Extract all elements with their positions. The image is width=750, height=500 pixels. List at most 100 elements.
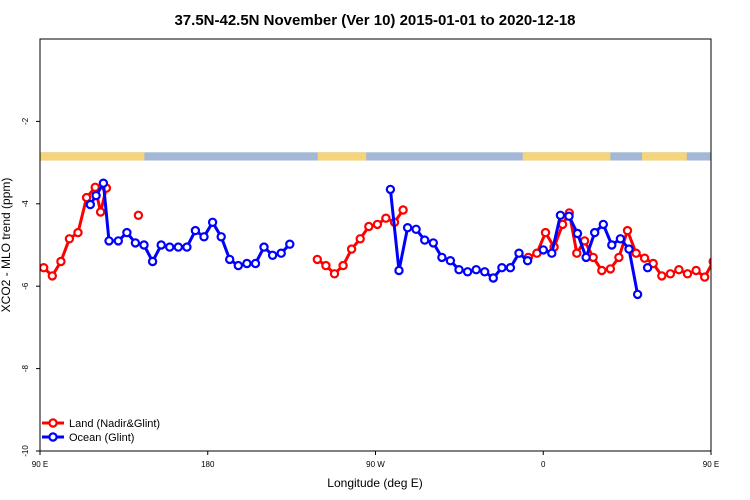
data-point-land [614, 252, 624, 263]
data-point-ocean [182, 242, 192, 252]
data-point-ocean [547, 248, 557, 258]
data-point-ocean [224, 254, 235, 265]
y-tick-label: -2 [21, 117, 30, 125]
data-point-ocean [85, 199, 96, 210]
data-point-ocean [505, 263, 516, 273]
data-point-ocean [624, 244, 634, 254]
data-point-land [90, 182, 100, 192]
data-point-ocean [130, 238, 141, 248]
x-tick-label: 0 [541, 460, 546, 469]
data-point-land [665, 269, 676, 279]
data-point-land [572, 248, 582, 258]
data-point-ocean [233, 260, 243, 271]
data-point-ocean [590, 227, 600, 238]
data-point-ocean [190, 225, 201, 236]
data-point-land [631, 248, 641, 258]
data-point-ocean [471, 265, 481, 275]
data-point-land [744, 184, 750, 191]
data-point-ocean [497, 263, 507, 273]
data-point-land [605, 264, 616, 274]
series-ocean [85, 178, 750, 300]
data-point-land [312, 254, 322, 265]
data-point-ocean [642, 263, 653, 273]
data-point-land [321, 260, 331, 271]
data-point-ocean [581, 252, 591, 263]
data-point-land [381, 213, 391, 223]
data-point-land [47, 271, 58, 281]
x-tick-label: 90 E [32, 460, 48, 469]
data-point-ocean [276, 248, 286, 258]
data-point-land [73, 227, 83, 238]
data-point-ocean [488, 273, 498, 283]
data-point-land [622, 225, 633, 236]
data-point-ocean [445, 256, 456, 266]
data-point-land [691, 265, 701, 276]
data-point-land [639, 253, 650, 263]
data-point-ocean [164, 242, 175, 252]
legend-marker-ocean [48, 432, 58, 442]
y-axis-ticks: -2 -4 -6 -8 -10 [21, 117, 40, 457]
series-layer [40, 178, 750, 300]
data-point-ocean [420, 235, 430, 245]
data-point-ocean [745, 192, 750, 199]
data-point-ocean [285, 239, 295, 249]
data-point-ocean [98, 178, 109, 188]
data-point-ocean [199, 232, 209, 242]
data-point-ocean [394, 265, 404, 276]
data-point-ocean [147, 256, 158, 267]
data-point-ocean [564, 211, 574, 221]
y-tick-label: -6 [21, 282, 30, 290]
ocean-strip [40, 152, 711, 161]
x-axis-label: Longitude (deg E) [327, 476, 422, 490]
data-point-ocean [139, 240, 149, 250]
land-segment [317, 152, 367, 161]
data-point-ocean [113, 236, 124, 246]
data-point-land [95, 207, 106, 217]
data-point-land [674, 265, 684, 275]
data-point-ocean [522, 256, 533, 266]
data-point-ocean [632, 289, 643, 300]
data-point-ocean [267, 250, 278, 260]
data-point-land [338, 260, 348, 271]
y-tick-label: -4 [21, 200, 30, 208]
data-point-land [364, 221, 374, 232]
y-tick-label: -10 [21, 445, 30, 457]
data-point-ocean [480, 267, 490, 277]
land-segment [40, 152, 145, 161]
series-line-land [527, 211, 711, 279]
y-tick-label: -8 [21, 364, 30, 372]
data-point-ocean [462, 267, 473, 277]
data-point-land [372, 219, 383, 230]
data-point-ocean [538, 245, 549, 255]
data-point-ocean [437, 252, 447, 263]
data-point-land [727, 229, 734, 236]
legend-label-ocean: Ocean (Glint) [69, 432, 134, 444]
x-tick-label: 90 E [703, 460, 719, 469]
data-point-land [329, 269, 340, 279]
data-point-ocean [411, 224, 421, 234]
data-point-ocean [104, 236, 114, 246]
data-point-ocean [242, 258, 252, 269]
data-point-ocean [598, 219, 609, 230]
y-axis-label: XCO2 - MLO trend (ppm) [0, 178, 13, 313]
x-axis-ticks: 90 E 180 90 W 0 90 E [32, 451, 719, 469]
legend-marker-land [48, 418, 58, 428]
series-line-ocean [89, 181, 291, 268]
legend: Land (Nadir&Glint) Ocean (Glint) [42, 418, 160, 444]
data-point-land [81, 192, 92, 203]
data-point-land [133, 210, 144, 220]
legend-label-land: Land (Nadir&Glint) [69, 418, 160, 430]
data-point-land [735, 194, 742, 201]
data-point-ocean [572, 228, 583, 239]
data-point-ocean [555, 210, 566, 220]
data-point-ocean [173, 242, 183, 252]
data-point-ocean [122, 227, 132, 238]
x-tick-label: 180 [201, 460, 215, 469]
land-segment [522, 152, 611, 161]
data-point-land [355, 234, 365, 244]
data-point-ocean [428, 238, 438, 248]
data-point-land [657, 271, 667, 281]
data-point-ocean [607, 240, 617, 250]
data-point-land [597, 265, 607, 276]
